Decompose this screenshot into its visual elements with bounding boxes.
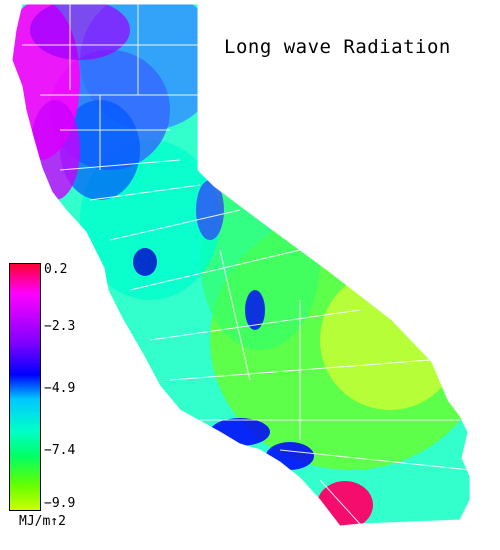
legend-tick-max: 0.2 <box>44 262 68 277</box>
legend-tick-3: −4.9 <box>44 381 76 396</box>
legend-units: MJ/m↑2 <box>19 514 66 529</box>
map-title: Long wave Radiation <box>224 36 451 58</box>
legend-tick-4: −7.4 <box>44 443 76 458</box>
legend-color-bar <box>9 263 41 511</box>
legend-tick-min: −9.9 <box>44 496 76 511</box>
legend-tick-2: −2.3 <box>44 319 76 334</box>
county-borders <box>11 3 471 527</box>
